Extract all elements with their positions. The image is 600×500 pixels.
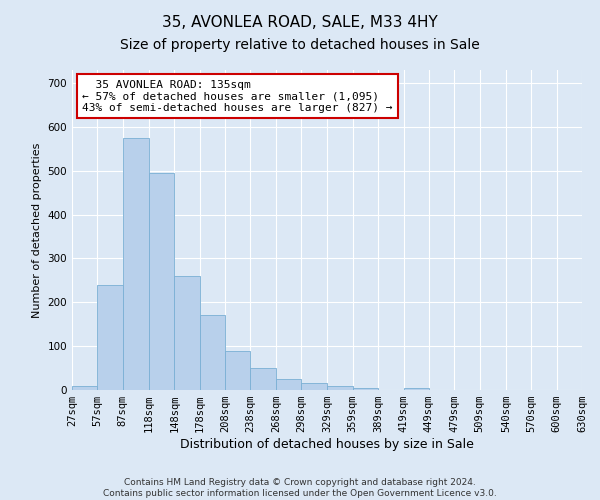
Bar — [276, 379, 301, 390]
X-axis label: Distribution of detached houses by size in Sale: Distribution of detached houses by size … — [180, 438, 474, 451]
Bar — [200, 316, 225, 390]
Y-axis label: Number of detached properties: Number of detached properties — [32, 142, 42, 318]
Bar — [250, 368, 276, 390]
Bar — [149, 173, 175, 390]
Bar — [72, 386, 97, 390]
Bar — [97, 285, 123, 390]
Text: Contains HM Land Registry data © Crown copyright and database right 2024.
Contai: Contains HM Land Registry data © Crown c… — [103, 478, 497, 498]
Bar — [404, 388, 429, 390]
Bar — [175, 276, 200, 390]
Text: Size of property relative to detached houses in Sale: Size of property relative to detached ho… — [120, 38, 480, 52]
Bar — [328, 386, 353, 390]
Text: 35, AVONLEA ROAD, SALE, M33 4HY: 35, AVONLEA ROAD, SALE, M33 4HY — [162, 15, 438, 30]
Bar — [123, 138, 149, 390]
Bar — [225, 350, 250, 390]
Bar — [353, 388, 378, 390]
Bar — [301, 384, 328, 390]
Text: 35 AVONLEA ROAD: 135sqm
← 57% of detached houses are smaller (1,095)
43% of semi: 35 AVONLEA ROAD: 135sqm ← 57% of detache… — [82, 80, 392, 113]
